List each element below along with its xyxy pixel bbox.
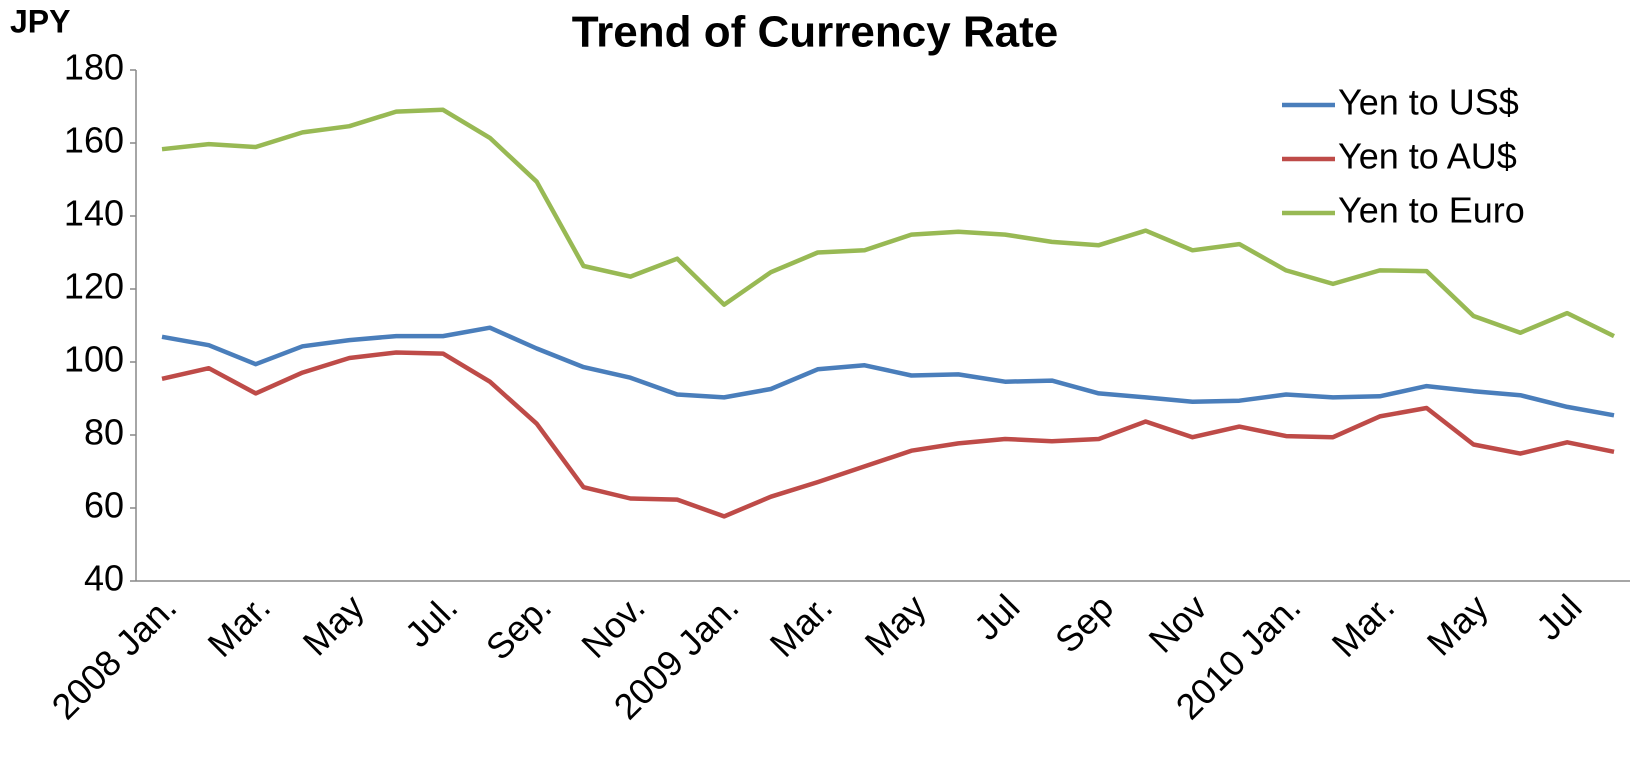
- series-line: [161, 107, 1615, 339]
- y-tick-label: 120: [64, 266, 124, 307]
- x-tick-label: Sep.: [478, 586, 559, 667]
- x-tick-label: Mar.: [200, 586, 278, 664]
- y-tick-label: 100: [64, 339, 124, 380]
- y-tick-label: 80: [84, 412, 124, 453]
- x-tick-label: May: [1419, 586, 1496, 663]
- chart-title: Trend of Currency Rate: [572, 8, 1059, 57]
- y-tick-label: 40: [84, 558, 124, 599]
- x-tick-label: 2008 Jan.: [44, 586, 185, 727]
- x-tick-label: May: [295, 586, 372, 663]
- legend-label: Yen to US$: [1338, 82, 1519, 123]
- series-line: [161, 350, 1615, 519]
- x-tick-label: Mar.: [1324, 586, 1402, 664]
- legend-label: Yen to AU$: [1338, 136, 1517, 177]
- x-tick-label: Jul: [1528, 586, 1590, 648]
- x-tick-label: Jul: [966, 586, 1028, 648]
- y-tick-label: 180: [64, 47, 124, 88]
- y-tick-label: 140: [64, 193, 124, 234]
- x-tick-label: Nov: [1141, 586, 1215, 660]
- legend-label: Yen to Euro: [1338, 190, 1525, 231]
- series-line: [161, 325, 1615, 418]
- x-tick-label: May: [857, 586, 934, 663]
- y-tick-label: 60: [84, 485, 124, 526]
- x-tick-label: Nov.: [573, 586, 652, 665]
- x-tick-label: Mar.: [762, 586, 840, 664]
- y-axis-label: JPY: [10, 3, 70, 39]
- y-tick-label: 160: [64, 120, 124, 161]
- x-tick-label: Jul.: [397, 586, 466, 655]
- x-tick-label: Sep: [1047, 586, 1121, 660]
